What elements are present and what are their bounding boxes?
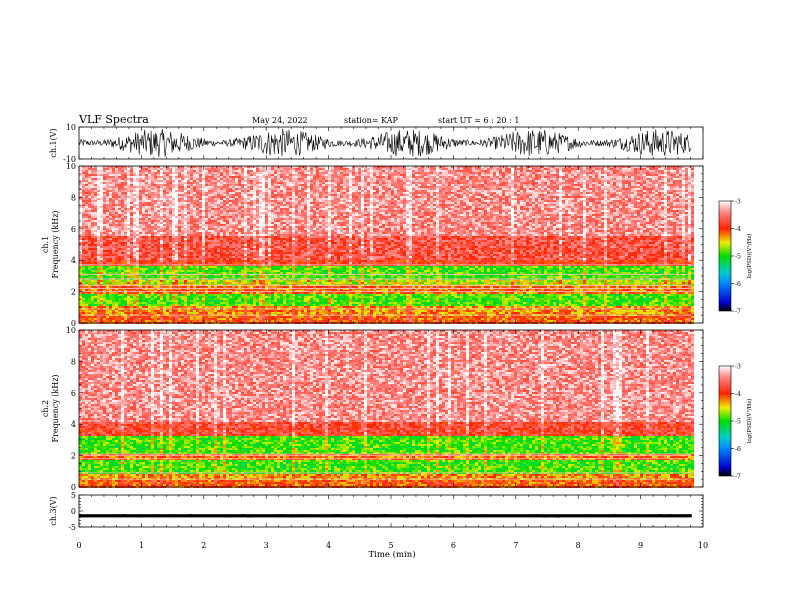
x-tick-label: 7 <box>513 541 518 550</box>
ch2-colorbar: -3 -4 -5 -6 -7 log(PSD)(V²/Hz) <box>719 364 753 481</box>
x-tick-label: 2 <box>201 541 206 550</box>
ch1-spectrogram-ytick-label: 2 <box>71 288 76 297</box>
ch1-ytick-label: 10 <box>66 123 76 132</box>
ch2-spectrogram-ytick-label: 4 <box>71 420 76 429</box>
x-tick-label: 0 <box>76 541 81 550</box>
ch1-spectrogram-ytick-label: 4 <box>71 256 76 265</box>
ch1-spectrogram-cells <box>79 166 694 324</box>
x-tick-label: 1 <box>139 541 144 550</box>
ch1-spectrogram-ylabel-frequency: Frequency (kHz) <box>51 210 60 278</box>
x-tick-labels: 0 1 2 3 4 5 6 7 8 9 10 <box>76 541 708 550</box>
ch3-ytick-label: 0 <box>71 507 76 516</box>
x-tick-label: 6 <box>451 541 456 550</box>
ch2-spectrogram-ytick-label: 10 <box>66 326 76 335</box>
colorbar-tick-label: -4 <box>735 391 741 398</box>
ch1-spectrogram-ylabel: ch.1 <box>41 236 50 253</box>
colorbar-tick-label: -5 <box>735 419 741 426</box>
station-label: station= KAP <box>344 116 399 125</box>
ch1-spectrogram-ytick-label: 8 <box>71 193 76 202</box>
ch2-spectrogram-ytick-label: 6 <box>71 389 76 398</box>
x-tick-label: 3 <box>264 541 269 550</box>
colorbar-tick-label: -6 <box>735 281 741 288</box>
x-tick-label: 5 <box>388 541 393 550</box>
ch1-spectrogram-ytick-label: 10 <box>66 162 76 171</box>
colorbar-tick-label: -4 <box>735 226 741 233</box>
x-tick-label: 10 <box>698 541 708 550</box>
colorbar-tick-label: -3 <box>735 199 741 206</box>
colorbar-label: log(PSD)(V²/Hz) <box>746 399 753 444</box>
colorbar-tick-label: -7 <box>735 474 741 481</box>
ch3-ytick-label: -5 <box>68 523 76 532</box>
colorbar-label: log(PSD)(V²/Hz) <box>746 234 753 279</box>
ch2-spectrogram-ylabel: ch.2 <box>41 400 50 417</box>
ch2-colorbar-scale <box>719 366 731 476</box>
ch3-waveform-panel: 5 0 -5 ch.3(V) <box>49 491 703 532</box>
ch3-waveform-ylabel: ch.3(V) <box>49 496 58 525</box>
ch2-spectrogram-ylabel-frequency: Frequency (kHz) <box>51 374 60 442</box>
ch1-waveform-trace <box>79 129 692 157</box>
ch2-spectrogram-cells <box>79 330 694 488</box>
figure-title: VLF Spectra <box>78 113 149 126</box>
ch1-waveform-ylabel: ch.1(V) <box>49 128 58 157</box>
ch1-colorbar: -3 -4 -5 -6 -7 log(PSD)(V²/Hz) <box>719 199 753 316</box>
x-tick-label: 8 <box>576 541 581 550</box>
ch3-waveform-frame <box>79 495 703 527</box>
colorbar-tick-label: -5 <box>735 254 741 261</box>
start-time-label: start UT = 6 : 20 : 1 <box>438 116 519 125</box>
ch2-spectrogram-ytick-label: 8 <box>71 357 76 366</box>
date-label: May 24, 2022 <box>252 116 308 125</box>
vlf-spectra-figure: VLF Spectra May 24, 2022 station= KAP st… <box>0 0 792 612</box>
colorbar-tick-label: -3 <box>735 364 741 371</box>
ch1-colorbar-scale <box>719 201 731 311</box>
ch2-spectrogram-ytick-label: 2 <box>71 452 76 461</box>
ch1-spectrogram-ytick-label: 6 <box>71 225 76 234</box>
colorbar-tick-label: -6 <box>735 446 741 453</box>
ch3-ytick-label: 5 <box>71 491 76 500</box>
colorbar-tick-label: -7 <box>735 309 741 316</box>
x-tick-label: 9 <box>638 541 643 550</box>
x-tick-label: 4 <box>326 541 331 550</box>
x-axis-label: Time (min) <box>368 549 415 560</box>
